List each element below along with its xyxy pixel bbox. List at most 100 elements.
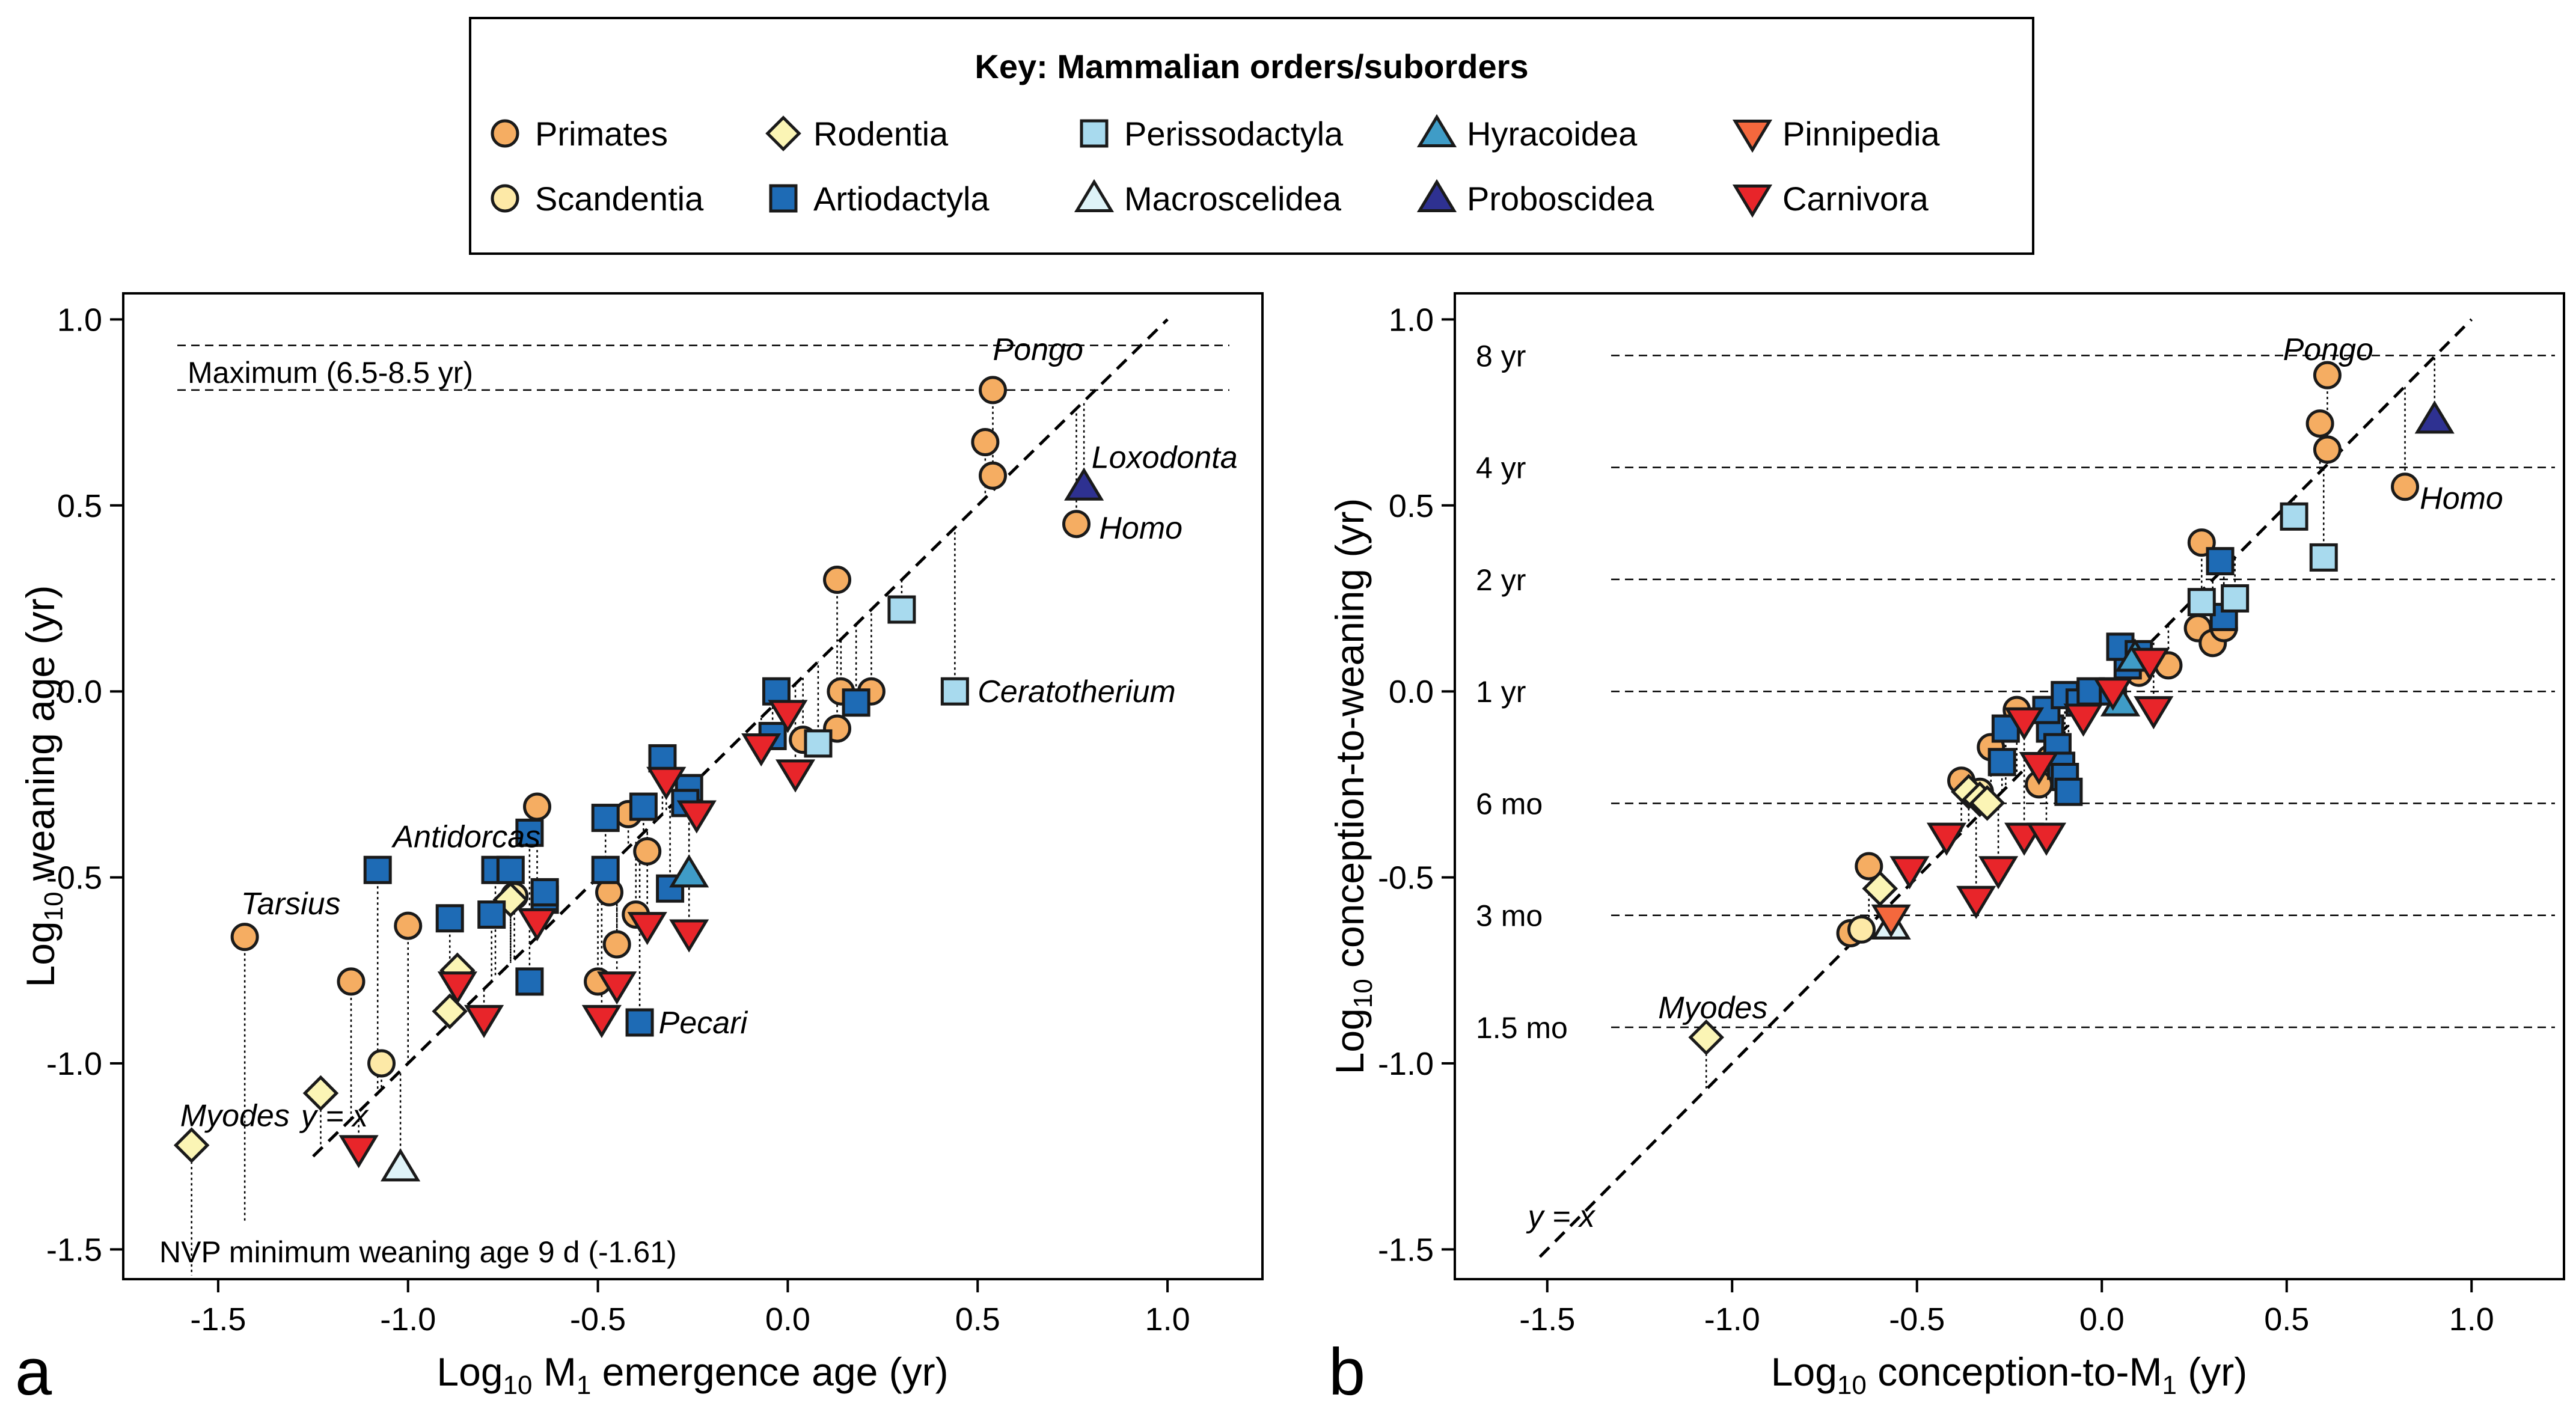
a-point-primates-2	[979, 461, 1008, 490]
legend-item-rodentia: Rodentia	[765, 115, 949, 153]
a-point-carnivora-58	[581, 1004, 622, 1038]
b-point-artiodactyla-26	[1987, 748, 2016, 777]
legend-marker-perissodactyla-icon	[1080, 119, 1109, 148]
a-point-carnivora-59	[464, 1004, 504, 1038]
a-point-proboscidea-51	[1064, 467, 1104, 501]
a-point-primates-17	[230, 923, 259, 952]
a-point-macroscelidea-50	[381, 1148, 421, 1182]
b-y-tick-label-4: 0.5	[1389, 488, 1434, 524]
legend-label-artiodactyla: Artiodactyla	[813, 180, 990, 218]
legend-label-rodentia: Rodentia	[813, 115, 949, 153]
a-point-primates-14	[602, 930, 631, 959]
b-point-perissodactyla-45	[2309, 543, 2338, 572]
legend-marker-scandentia-icon	[491, 184, 519, 213]
a-point-scandentia-19	[367, 1049, 396, 1078]
panel-b: 8 yr 4 yr 2 yr 1 yr 6 mo 3 mo 1.5 mo y = x -1.…	[1327, 292, 2565, 1409]
legend-item-macroscelidea: Macroscelidea	[1074, 179, 1342, 218]
b-point-rodentia-21	[1862, 870, 1898, 906]
legend-title: Key: Mammalian orders/suborders	[974, 47, 1528, 85]
a-annotation-loxodonta: Loxodonta	[1092, 440, 1238, 475]
a-point-primates-18	[337, 967, 366, 996]
a-point-rodentia-21	[173, 1127, 210, 1163]
b-point-proboscidea-49	[2414, 400, 2455, 434]
a-reference-label-1: Maximum (6.5-8.5 yr)	[188, 356, 473, 390]
legend-marker-proboscidea-icon	[1416, 179, 1457, 212]
a-annotation-pecari: Pecari	[659, 1006, 748, 1041]
b-point-carnivora-60	[2093, 677, 2133, 711]
legend-item-scandentia: Scandentia	[491, 180, 704, 218]
b-point-perissodactyla-43	[2221, 584, 2250, 613]
panel-b-x-axis-label: Log10 conception-to-M1 (yr)	[1771, 1349, 2247, 1400]
panel-a-y-axis-label: Log10 weaning age (yr)	[18, 585, 69, 988]
b-y-tick-label-0: -1.5	[1378, 1232, 1434, 1268]
legend-marker-rodentia-icon	[765, 115, 801, 151]
legend-marker-hyracoidea-icon	[1416, 114, 1457, 147]
a-y-tick-label-0: -1.5	[46, 1232, 102, 1268]
a-point-artiodactyla-42	[625, 1008, 654, 1037]
legend-item-primates: Primates	[491, 115, 668, 153]
a-point-primates-3	[1062, 510, 1091, 539]
a-point-artiodactyla-45	[842, 688, 870, 717]
b-point-artiodactyla-31	[2054, 777, 2083, 806]
b-y-tick-label-1: -1.0	[1378, 1046, 1434, 1082]
b-point-carnivora-57	[2019, 751, 2059, 786]
a-point-primates-4	[823, 566, 852, 594]
a-point-artiodactyla-37	[629, 792, 658, 821]
a-point-perissodactyla-47	[940, 677, 969, 706]
b-point-primates-16	[1855, 852, 1883, 881]
b-point-carnivora-59	[2063, 703, 2103, 737]
b-x-tick-label-4: 0.5	[2264, 1301, 2309, 1337]
a-point-primates-1	[971, 428, 1000, 457]
b-reference-label-5: 3 mo	[1476, 899, 1543, 933]
legend-label-macroscelidea: Macroscelidea	[1124, 180, 1342, 218]
b-x-tick-label-5: 1.0	[2449, 1301, 2494, 1337]
legend-marker-artiodactyla-icon	[769, 184, 798, 213]
a-point-rodentia-22	[302, 1075, 339, 1111]
a-point-primates-16	[394, 911, 423, 940]
legend-item-hyracoidea: Hyracoidea	[1416, 114, 1638, 153]
legend-label-pinnipedia: Pinnipedia	[1782, 115, 1940, 153]
b-point-perissodactyla-42	[2187, 588, 2216, 617]
b-y-tick-label-5: 1.0	[1389, 302, 1434, 338]
legend-item-proboscidea: Proboscidea	[1416, 179, 1654, 218]
legend-marker-primates-icon	[491, 119, 519, 148]
b-point-rodentia-24	[1969, 785, 2005, 821]
b-point-carnivora-51	[1889, 856, 1930, 890]
b-identity-label: y = x	[1526, 1199, 1595, 1234]
panel-a-x-axis-label: Log10 M1 emergence age (yr)	[436, 1349, 948, 1400]
legend-item-artiodactyla: Artiodactyla	[769, 180, 990, 218]
a-y-tick-label-4: 0.5	[57, 488, 102, 524]
legend-label-scandentia: Scandentia	[535, 180, 704, 218]
a-point-carnivora-55	[627, 912, 667, 946]
panel-b-label: b	[1329, 1335, 1365, 1409]
legend-marker-macroscelidea-icon	[1074, 179, 1115, 212]
a-x-tick-label-5: 1.0	[1145, 1301, 1190, 1337]
a-point-artiodactyla-32	[515, 967, 544, 996]
a-point-carnivora-56	[669, 919, 709, 953]
b-point-carnivora-52	[1926, 822, 1967, 856]
legend-label-carnivora: Carnivora	[1782, 180, 1929, 218]
a-point-carnivora-52	[646, 766, 687, 800]
b-point-carnivora-62	[2134, 696, 2174, 730]
a-annotation-pongo: Pongo	[993, 332, 1083, 367]
legend-item-perissodactyla: Perissodactyla	[1080, 115, 1344, 153]
b-reference-label-3: 1 yr	[1476, 675, 1526, 709]
legend-label-proboscidea: Proboscidea	[1467, 180, 1654, 218]
b-point-rodentia-20	[1688, 1019, 1724, 1056]
a-y-tick-label-5: 1.0	[57, 302, 102, 338]
b-identity-line	[1538, 318, 2473, 1258]
a-annotation-myodes: Myodes	[180, 1099, 290, 1134]
a-y-tick-label-2: -0.5	[46, 860, 102, 896]
a-annotation-ceratotherium: Ceratotherium	[977, 674, 1175, 709]
a-y-tick-label-3: 0.0	[57, 674, 102, 710]
b-x-tick-label-1: -1.0	[1704, 1301, 1760, 1337]
b-reference-label-6: 1.5 mo	[1476, 1011, 1568, 1045]
b-x-tick-label-3: 0.0	[2079, 1301, 2125, 1337]
b-point-carnivora-56	[2026, 822, 2067, 856]
b-reference-label-0: 8 yr	[1476, 339, 1526, 373]
a-identity-label: y = x	[299, 1099, 369, 1134]
a-point-carnivora-61	[338, 1135, 379, 1169]
a-point-carnivora-53	[676, 800, 717, 834]
b-annotation-homo: Homo	[2420, 481, 2503, 516]
